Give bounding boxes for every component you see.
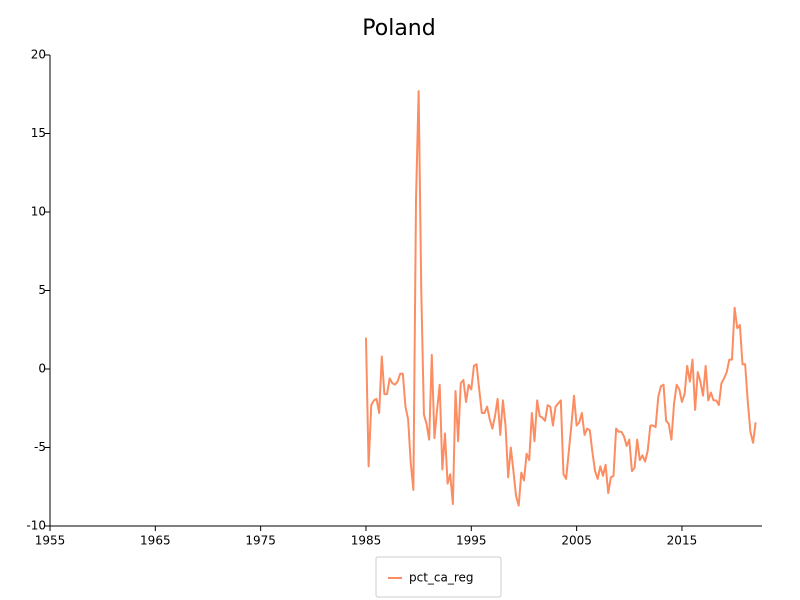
x-tick-label: 2005 <box>561 534 592 548</box>
y-tick-label: 20 <box>31 48 46 62</box>
y-tick-label: -5 <box>34 440 46 454</box>
y-tick-label: 5 <box>38 283 46 297</box>
y-tick-label: 10 <box>31 205 46 219</box>
x-tick-label: 1975 <box>245 534 276 548</box>
legend-box <box>375 556 502 598</box>
chart-title: Poland <box>362 16 435 41</box>
y-tick-label: -10 <box>26 519 46 533</box>
x-tick-label: 2015 <box>667 534 698 548</box>
x-tick-label: 1955 <box>35 534 66 548</box>
series-line <box>364 90 757 507</box>
x-tick-label: 1995 <box>456 534 487 548</box>
x-tick-label: 1985 <box>351 534 382 548</box>
x-tick-label: 1965 <box>140 534 171 548</box>
y-tick-label: 15 <box>31 126 46 140</box>
y-tick-label: 0 <box>38 362 46 376</box>
legend-label: pct_ca_reg <box>409 571 474 585</box>
